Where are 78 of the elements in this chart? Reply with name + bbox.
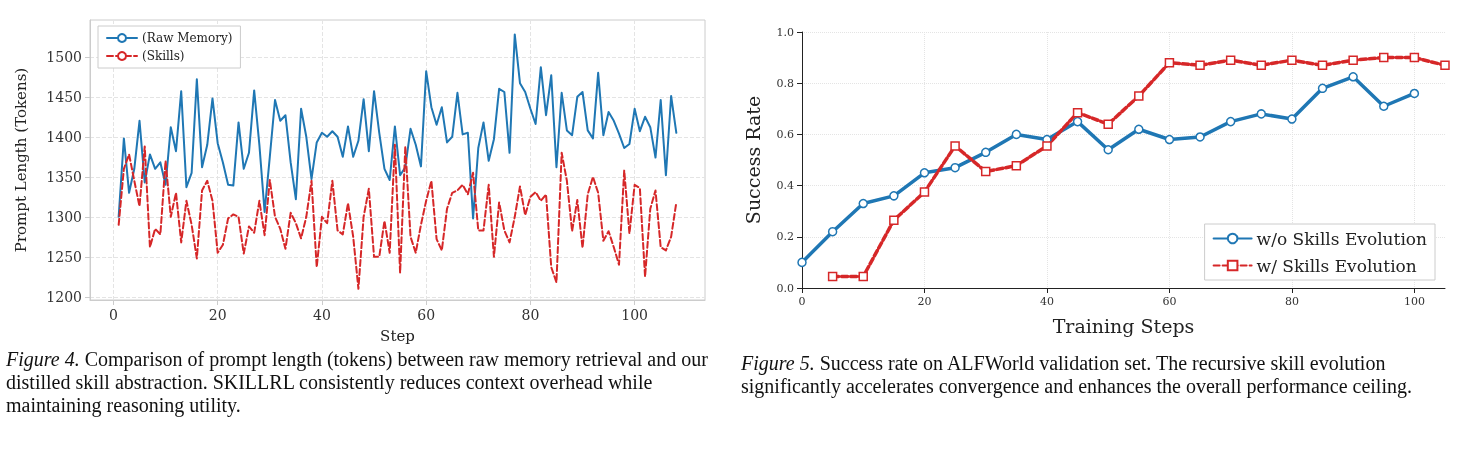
point bbox=[1011, 160, 1022, 171]
point bbox=[1287, 55, 1297, 65]
point bbox=[1011, 129, 1022, 140]
x-tick-label: 0 bbox=[798, 295, 806, 308]
y-axis-title: Success Rate bbox=[741, 95, 764, 225]
point bbox=[1103, 145, 1113, 155]
legend-label: w/ Skills Evolution bbox=[1256, 255, 1417, 276]
legend-label: (Skills) bbox=[142, 49, 185, 63]
y-tick-label: 0.6 bbox=[776, 127, 794, 141]
point bbox=[1409, 52, 1420, 63]
point bbox=[1164, 134, 1175, 145]
point bbox=[1134, 91, 1144, 101]
point bbox=[950, 141, 960, 151]
point bbox=[1042, 141, 1052, 151]
line-series bbox=[117, 143, 678, 290]
point bbox=[1287, 114, 1297, 124]
point bbox=[797, 257, 807, 268]
point bbox=[1195, 60, 1205, 71]
point bbox=[919, 168, 930, 178]
point bbox=[1317, 83, 1328, 94]
point bbox=[889, 191, 899, 201]
x-tick-label: 60 bbox=[417, 307, 436, 323]
y-tick-label: 1250 bbox=[46, 248, 82, 265]
y-tick-label: 0.0 bbox=[776, 281, 794, 295]
caption: Figure 4. Comparison of prompt length (tokens) between raw memory retrieval and our distilled skill abstraction. SKILLRL consistently reduces context overhead while maintaining reasoning utility. bbox=[6, 348, 709, 417]
x-tick-label: 60 bbox=[1162, 295, 1177, 308]
x-tick-label: 20 bbox=[917, 295, 932, 308]
point bbox=[1440, 60, 1450, 71]
point bbox=[827, 271, 838, 282]
point bbox=[1379, 52, 1389, 63]
point bbox=[1409, 88, 1420, 99]
caption: Figure 5. Success rate on ALFWorld validation set. The recursive skill evolution significantly accelerates convergence and enhances the overall performance ceiling. bbox=[741, 352, 1413, 398]
point bbox=[1195, 132, 1205, 142]
point bbox=[1164, 57, 1175, 68]
x-tick-label: 0 bbox=[108, 307, 118, 323]
point bbox=[827, 226, 838, 237]
y-tick-label: 1200 bbox=[46, 288, 82, 305]
y-tick-label: 0.2 bbox=[776, 230, 794, 244]
line-series bbox=[117, 33, 678, 220]
x-axis-title: Training Steps bbox=[1052, 314, 1195, 337]
x-axis-title: Step bbox=[380, 326, 415, 345]
y-tick-label: 1350 bbox=[46, 168, 82, 185]
y-axis-title: Prompt Length (Tokens) bbox=[11, 67, 30, 253]
point bbox=[889, 215, 899, 225]
point bbox=[950, 162, 960, 173]
point bbox=[1225, 116, 1236, 127]
x-tick-label: 40 bbox=[313, 307, 331, 323]
point bbox=[1348, 55, 1358, 65]
y-tick-label: 0.8 bbox=[776, 76, 794, 90]
x-tick-label: 80 bbox=[1284, 295, 1299, 308]
point bbox=[1072, 116, 1083, 127]
point bbox=[980, 147, 991, 158]
point bbox=[919, 187, 930, 197]
x-tick-label: 80 bbox=[521, 307, 540, 323]
legend-label: w/o Skills Evolution bbox=[1256, 228, 1428, 249]
point bbox=[1103, 119, 1113, 129]
point bbox=[1072, 107, 1083, 118]
point bbox=[858, 271, 868, 282]
y-tick-label: 1450 bbox=[46, 88, 82, 105]
y-tick-label: 1.0 bbox=[776, 25, 794, 39]
y-tick-label: 1400 bbox=[46, 128, 82, 145]
x-tick-label: 100 bbox=[1403, 295, 1425, 308]
point bbox=[1348, 72, 1358, 82]
x-tick-label: 40 bbox=[1039, 295, 1054, 308]
y-tick-label: 1500 bbox=[46, 48, 82, 65]
x-tick-label: 20 bbox=[208, 307, 227, 323]
point bbox=[1225, 55, 1236, 65]
point bbox=[1379, 101, 1389, 111]
point bbox=[858, 198, 868, 209]
x-tick-label: 100 bbox=[621, 307, 649, 323]
y-tick-label: 1300 bbox=[46, 208, 82, 225]
point bbox=[1256, 109, 1267, 119]
point bbox=[1134, 124, 1144, 135]
point bbox=[980, 166, 991, 177]
y-tick-label: 0.4 bbox=[776, 179, 794, 193]
point bbox=[1256, 60, 1267, 71]
legend-label: (Raw Memory) bbox=[142, 31, 233, 45]
point bbox=[1317, 60, 1328, 71]
